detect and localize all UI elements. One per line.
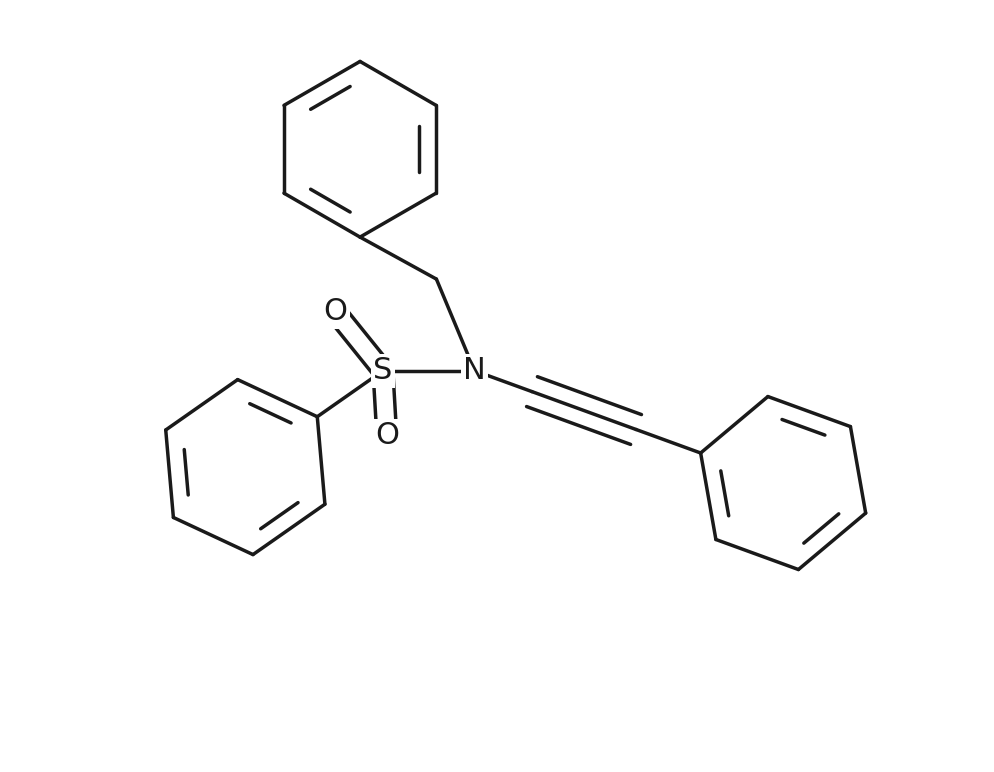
Text: N: N (463, 356, 485, 385)
Text: O: O (323, 297, 347, 327)
Text: O: O (375, 422, 399, 450)
Text: S: S (373, 356, 393, 385)
